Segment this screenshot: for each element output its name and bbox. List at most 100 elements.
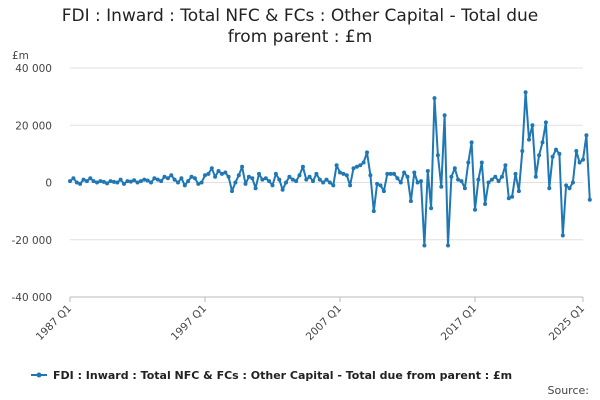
data-point <box>361 160 366 165</box>
data-point <box>307 174 312 179</box>
data-point <box>182 183 187 188</box>
data-point <box>479 160 484 165</box>
data-point <box>550 154 555 159</box>
data-point <box>395 176 400 181</box>
data-point <box>260 177 265 182</box>
data-point <box>165 176 170 181</box>
data-point <box>199 180 204 185</box>
data-point <box>449 174 454 179</box>
data-point <box>439 184 444 189</box>
data-point <box>132 178 137 183</box>
data-point <box>108 179 113 184</box>
data-point <box>442 113 447 118</box>
series-line-path <box>69 91 591 247</box>
y-tick-label: 0 <box>45 178 52 190</box>
legend-marker <box>36 372 42 378</box>
data-point <box>486 180 491 185</box>
data-point <box>216 169 221 173</box>
data-point <box>351 166 356 171</box>
legend: FDI : Inward : Total NFC & FCs : Other C… <box>31 369 589 397</box>
data-point <box>155 177 160 182</box>
data-point <box>466 160 471 165</box>
data-point <box>469 140 474 145</box>
data-point <box>196 181 201 186</box>
gridlines <box>70 67 583 298</box>
data-point <box>570 180 575 185</box>
x-tick-label: 1997 Q1 <box>169 303 209 343</box>
data-point <box>446 243 450 248</box>
data-point <box>577 160 582 165</box>
data-point <box>179 176 184 181</box>
data-point <box>489 177 494 182</box>
data-point <box>257 171 261 176</box>
data-point <box>162 174 167 179</box>
data-point <box>250 176 255 181</box>
data-point <box>537 153 542 158</box>
data-point <box>317 177 322 182</box>
data-point <box>462 186 467 191</box>
data-point <box>476 177 481 182</box>
data-point <box>91 179 96 184</box>
data-point <box>344 173 349 178</box>
data-point <box>500 174 504 179</box>
data-point <box>135 180 140 185</box>
axes: -40 000 -20 000 0 20 000 40 000£m 1987 Q1 1997… <box>11 50 587 343</box>
data-point <box>543 120 548 125</box>
data-point <box>321 180 326 185</box>
data-point <box>381 189 386 194</box>
y-tick-label: -20 000 <box>11 235 52 247</box>
data-point <box>71 176 76 181</box>
data-point <box>186 179 191 184</box>
data-point <box>338 170 342 175</box>
data-point <box>493 174 498 179</box>
chart-title-line-1: FDI : Inward : Total NFC & FCs : Other C… <box>61 6 539 26</box>
data-point <box>560 233 565 238</box>
data-point <box>192 176 197 181</box>
data-point <box>128 179 133 184</box>
data-point <box>88 176 93 181</box>
data-point <box>385 171 390 176</box>
data-point <box>554 147 558 152</box>
data-point <box>388 171 393 176</box>
data-point <box>459 179 464 184</box>
data-point <box>547 186 552 191</box>
data-point <box>287 174 292 179</box>
data-point <box>277 177 282 182</box>
data-point <box>233 180 238 185</box>
data-point <box>189 174 194 179</box>
data-point <box>314 171 319 176</box>
data-point <box>574 149 579 153</box>
data-point <box>284 180 288 185</box>
data-point <box>334 163 339 168</box>
data-point <box>105 181 110 186</box>
data-point <box>506 196 511 201</box>
data-point <box>236 173 241 178</box>
data-point <box>422 243 427 248</box>
data-point <box>473 207 477 212</box>
data-point <box>209 166 214 171</box>
data-point <box>111 179 116 184</box>
data-point <box>230 189 234 194</box>
x-tick-label: 2017 Q1 <box>439 303 479 343</box>
data-point <box>533 174 538 179</box>
data-point <box>219 171 224 176</box>
data-point <box>159 179 164 184</box>
data-point <box>368 173 373 178</box>
legend-label: FDI : Inward : Total NFC & FCs : Other C… <box>53 369 512 382</box>
data-point <box>213 174 218 179</box>
data-point <box>122 181 126 186</box>
chart-title-line-2: from parent : £m <box>227 27 373 47</box>
data-point <box>270 183 275 188</box>
data-point <box>415 180 420 185</box>
data-point <box>176 180 180 185</box>
data-point <box>520 149 525 153</box>
data-point <box>348 183 353 188</box>
data-point <box>267 179 272 184</box>
data-point <box>419 179 423 184</box>
data-point <box>118 177 123 182</box>
data-point <box>496 179 501 184</box>
data-point <box>567 186 572 191</box>
data-point <box>95 180 99 185</box>
data-point <box>253 186 258 191</box>
